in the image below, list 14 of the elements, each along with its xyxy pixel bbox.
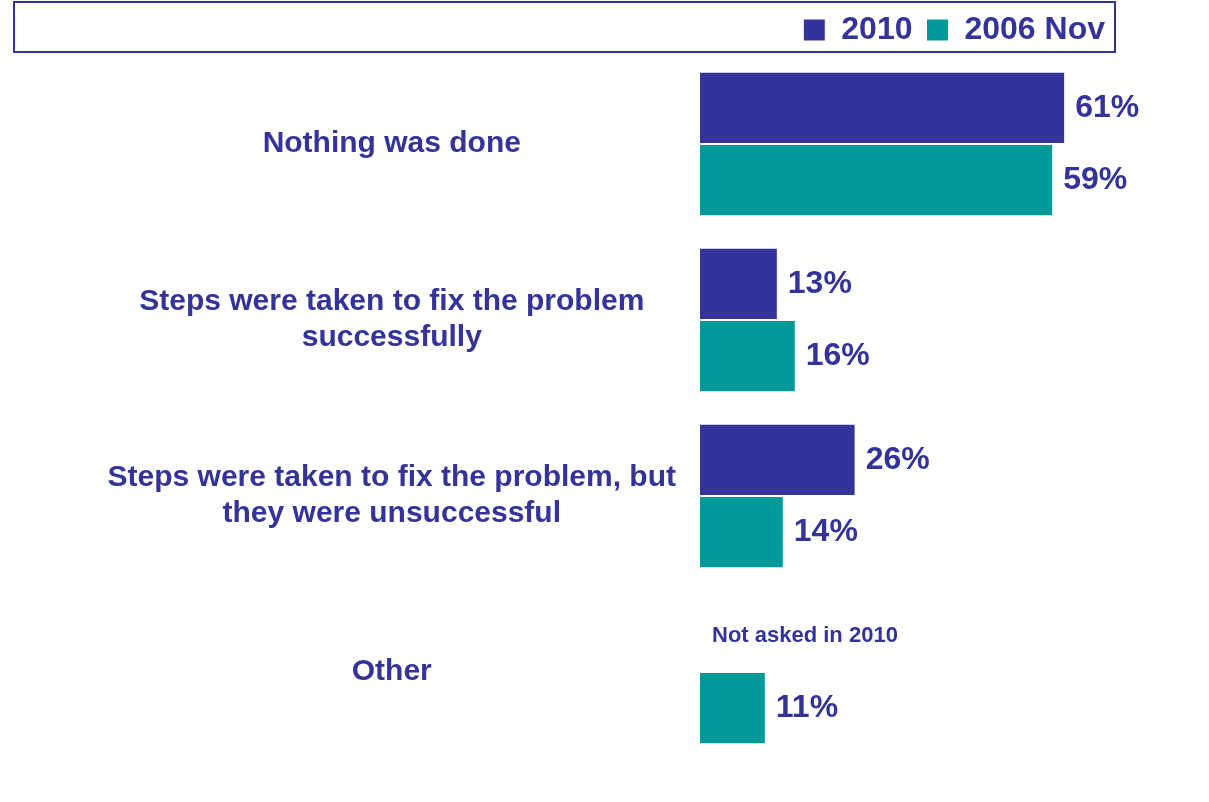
- legend-label: 2010: [841, 9, 913, 46]
- data-label: 61%: [1075, 87, 1140, 124]
- data-label: 13%: [787, 263, 852, 300]
- y-tick-label: Nothing was done: [262, 125, 521, 159]
- data-label: 11%: [775, 687, 839, 724]
- y-tick-label: Steps were taken to fix the problem successfully: [139, 283, 645, 353]
- data-label: 14%: [793, 511, 858, 548]
- data-label: 26%: [865, 439, 930, 476]
- data-label: 59%: [1063, 159, 1128, 196]
- data-label: 16%: [805, 335, 870, 372]
- y-tick-label: Other: [351, 653, 433, 687]
- legend-label: 2006 Nov: [964, 9, 1106, 46]
- annotation: Not asked in 2010: [712, 621, 898, 647]
- y-tick-label: Steps were taken to fix the problem, but they were unsuccessful: [107, 459, 677, 529]
